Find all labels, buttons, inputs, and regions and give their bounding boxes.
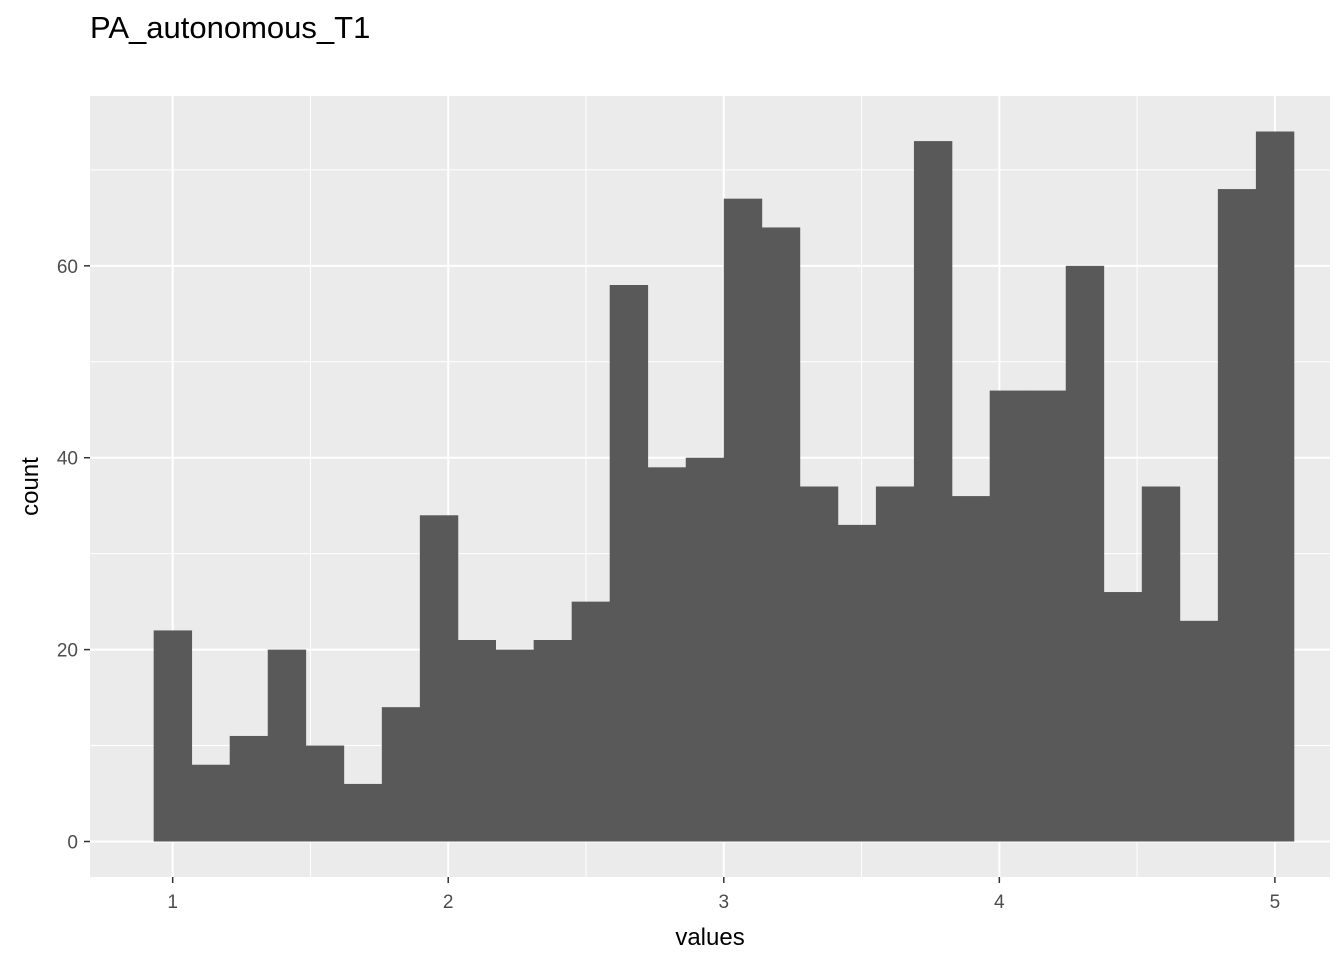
histogram-bar xyxy=(1141,486,1181,842)
y-axis-title: count xyxy=(17,457,44,516)
histogram-bar xyxy=(799,486,839,842)
histogram-bar xyxy=(647,467,687,842)
x-axis-title: values xyxy=(675,924,744,951)
histogram-bar xyxy=(1065,265,1105,842)
x-tick-label: 3 xyxy=(718,892,729,913)
histogram-bars xyxy=(153,131,1295,842)
chart-title: PA_autonomous_T1 xyxy=(90,10,371,45)
histogram-bar xyxy=(951,496,991,842)
x-tick-label: 5 xyxy=(1270,892,1281,913)
y-axis-ticks: 0 20 40 60 xyxy=(57,257,90,854)
histogram-bar xyxy=(989,390,1029,842)
x-tick-label: 2 xyxy=(443,892,454,913)
histogram-bar xyxy=(419,515,459,842)
y-tick-label: 60 xyxy=(57,257,78,278)
histogram-bar xyxy=(1179,620,1219,842)
histogram-bar xyxy=(913,141,953,842)
y-tick-label: 0 xyxy=(67,833,78,854)
histogram-bar xyxy=(837,524,877,842)
histogram-bar xyxy=(609,285,649,842)
histogram-bar xyxy=(305,745,345,842)
histogram-bar xyxy=(1027,390,1067,842)
histogram-bar xyxy=(1255,131,1295,842)
histogram-bar xyxy=(457,640,497,842)
histogram-bar xyxy=(343,783,383,842)
x-axis-ticks: 1 2 3 4 5 xyxy=(167,877,1280,913)
histogram-bar xyxy=(1217,189,1257,842)
histogram-bar xyxy=(495,649,535,842)
histogram-bar xyxy=(1103,592,1143,842)
histogram-bar xyxy=(723,198,763,842)
x-tick-label: 4 xyxy=(994,892,1005,913)
histogram-bar xyxy=(875,486,915,842)
histogram-bar xyxy=(191,764,231,842)
histogram-bar xyxy=(571,601,611,842)
y-tick-label: 40 xyxy=(57,449,78,470)
histogram-bar xyxy=(685,457,725,842)
histogram-bar xyxy=(153,630,193,842)
y-tick-label: 20 xyxy=(57,641,78,662)
histogram-bar xyxy=(267,649,307,842)
histogram-bar xyxy=(229,735,269,842)
histogram-bar xyxy=(381,707,421,842)
histogram-bar xyxy=(761,227,801,842)
histogram-bar xyxy=(533,640,573,842)
x-tick-label: 1 xyxy=(167,892,178,913)
